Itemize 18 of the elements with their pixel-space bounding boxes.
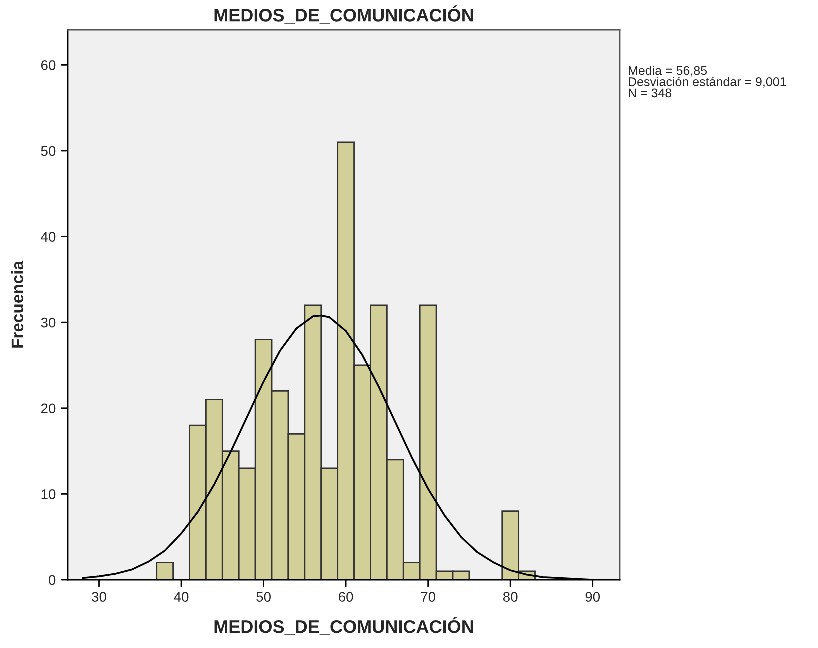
y-tick-label: 60 [41, 60, 56, 70]
x-tick-label: 70 [421, 592, 436, 602]
chart-title: MEDIOS_DE_COMUNICACIÓN [214, 6, 474, 24]
text: Media = 56,85 Desviación estándar = 9,001 N = 348 [629, 66, 786, 98]
y-tick-label: 50 [41, 146, 56, 156]
x-tick-label: 90 [586, 592, 600, 602]
x-tick-label: 50 [256, 592, 271, 602]
x-tick-label: 30 [92, 592, 106, 602]
y-tick-label: 20 [41, 404, 56, 414]
x-tick-label: 80 [503, 592, 518, 602]
y-axis-title: Frecuencia [11, 260, 24, 348]
y-tick-label: 40 [41, 232, 56, 242]
x-axis-title: MEDIOS_DE_COMUNICACIÓN [214, 617, 474, 636]
x-tick-label: 60 [339, 592, 354, 602]
y-tick-label: 0 [49, 575, 56, 586]
y-tick-label: 10 [42, 490, 56, 500]
x-tick-label: 40 [174, 592, 189, 602]
y-tick-label: 30 [41, 318, 56, 328]
